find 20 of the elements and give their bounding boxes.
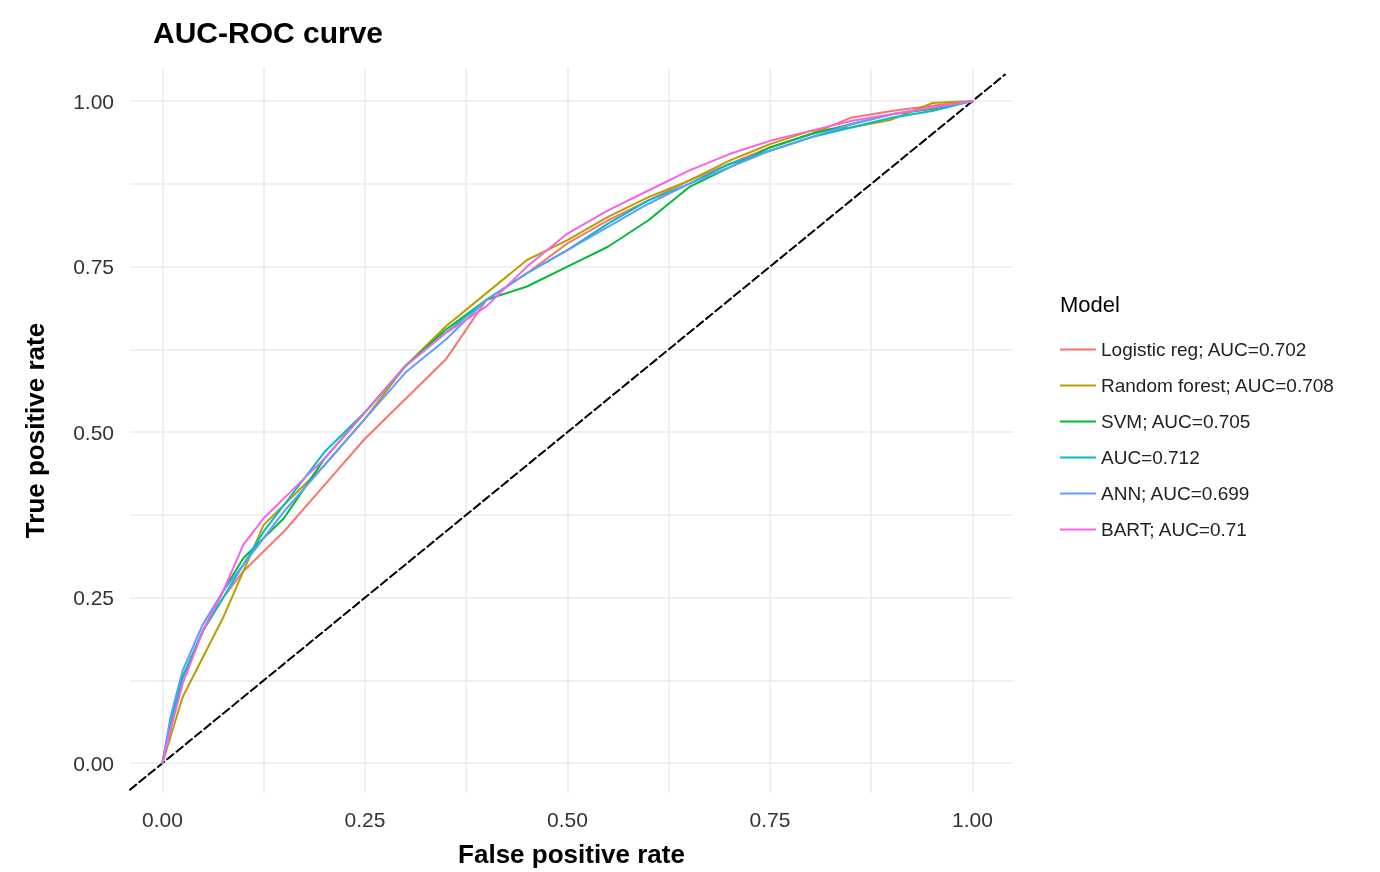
- x-tick-label: 0.25: [344, 808, 386, 831]
- x-axis-title: False positive rate: [458, 839, 685, 869]
- y-tick-label: 0.75: [73, 255, 114, 279]
- y-axis-title: True positive rate: [20, 322, 50, 539]
- chart-title: AUC-ROC curve: [153, 15, 384, 49]
- legend-title: Model: [1060, 291, 1120, 317]
- x-tick-label: 1.00: [952, 808, 993, 831]
- legend-label: BART; AUC=0.71: [1101, 519, 1247, 540]
- y-tick-label: 0.00: [73, 751, 114, 775]
- x-tick-label: 0.50: [547, 808, 588, 831]
- legend-label: Random forest; AUC=0.708: [1101, 375, 1334, 396]
- legend-label: ANN; AUC=0.699: [1101, 483, 1250, 504]
- y-tick-label: 0.25: [73, 586, 114, 610]
- x-tick-label: 0.00: [141, 808, 183, 831]
- y-tick-label: 0.50: [73, 420, 114, 444]
- legend-label: AUC=0.712: [1101, 447, 1200, 468]
- legend-label: Logistic reg; AUC=0.702: [1101, 339, 1307, 360]
- x-tick-label: 0.75: [749, 808, 791, 831]
- y-tick-label: 1.00: [73, 89, 114, 113]
- legend-label: SVM; AUC=0.705: [1101, 411, 1251, 432]
